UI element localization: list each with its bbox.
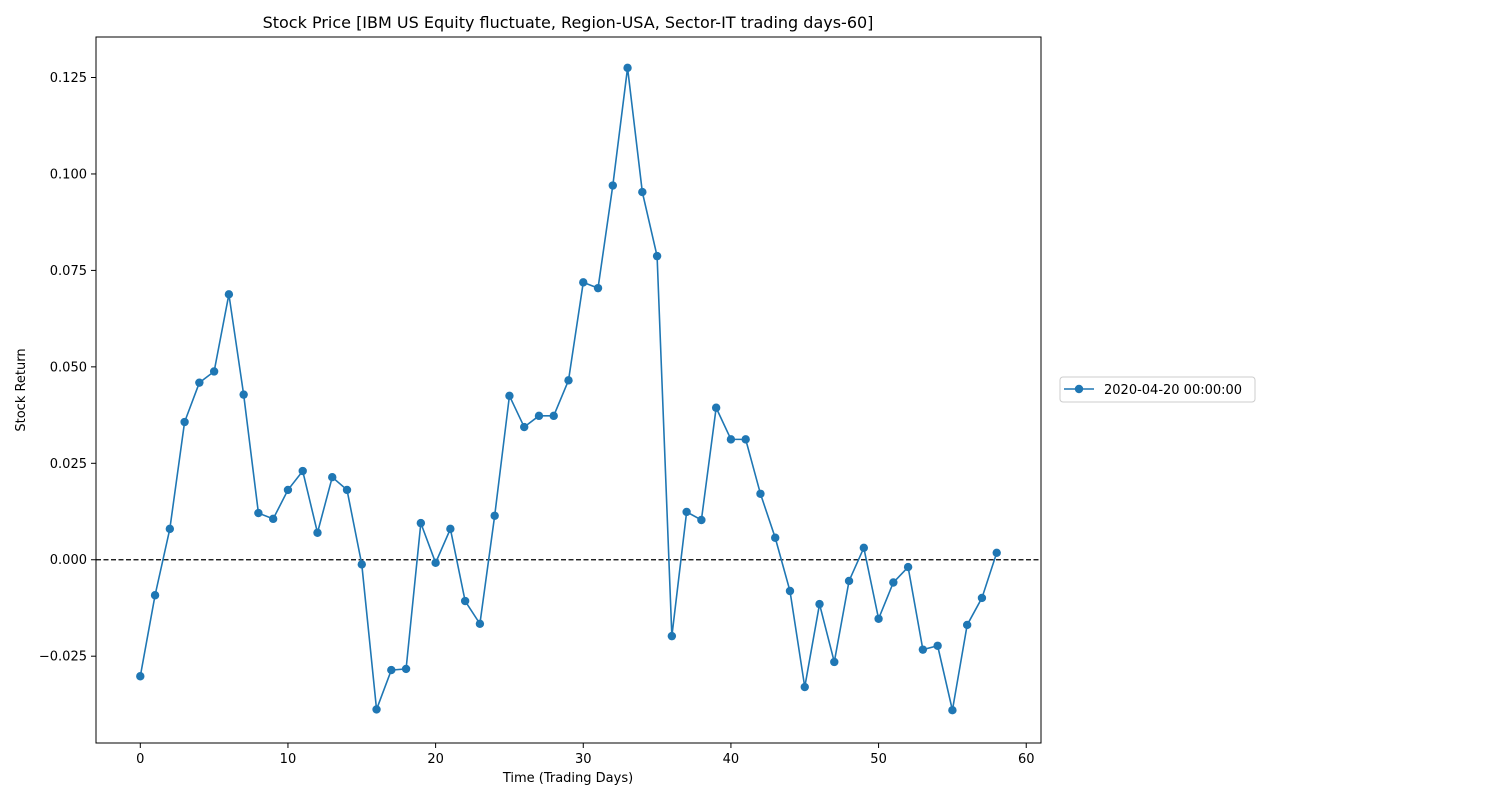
data-point	[401, 664, 411, 674]
data-point	[490, 511, 499, 520]
data-point	[165, 524, 175, 534]
data-point	[992, 548, 1001, 558]
data-point	[239, 390, 248, 399]
x-tick-label: 50	[870, 752, 887, 767]
data-point	[844, 576, 854, 586]
data-point	[933, 641, 942, 650]
data-point	[977, 593, 987, 603]
data-point	[180, 417, 189, 427]
data-point	[298, 466, 307, 476]
data-point	[815, 599, 824, 609]
data-point	[534, 411, 544, 421]
data-point	[150, 591, 160, 600]
plot-frame	[95, 36, 1042, 744]
data-point	[505, 391, 514, 400]
x-tick-label: 10	[280, 752, 297, 767]
data-point	[372, 705, 381, 714]
data-point	[431, 558, 440, 568]
legend-entry-label: 2020-04-20 00:00:00	[1104, 383, 1242, 398]
data-point	[283, 485, 293, 495]
x-axis: 0 10 20 30 40 50 60	[136, 743, 1035, 767]
legend: 2020-04-20 00:00:00	[1059, 376, 1256, 403]
data-point	[682, 507, 691, 517]
data-point	[903, 562, 913, 572]
y-axis-label: Stock Return	[14, 348, 29, 431]
x-tick-label: 60	[1018, 752, 1035, 767]
data-point	[328, 472, 337, 482]
x-tick-label: 30	[575, 752, 592, 767]
data-point	[416, 518, 426, 528]
data-point	[962, 620, 972, 630]
data-point	[785, 586, 795, 596]
data-point	[209, 367, 219, 376]
data-point	[623, 63, 632, 73]
data-point	[313, 528, 322, 537]
data-point	[756, 489, 765, 498]
data-point	[195, 378, 204, 387]
data-point	[800, 682, 809, 692]
data-point	[136, 672, 145, 681]
data-point	[697, 515, 706, 525]
data-point	[771, 533, 780, 542]
data-point	[460, 596, 470, 606]
data-point	[342, 485, 352, 495]
data-point	[475, 619, 485, 628]
data-point	[357, 560, 366, 569]
data-point	[224, 290, 234, 299]
data-point	[741, 435, 750, 444]
y-tick-label: 0.025	[50, 457, 87, 472]
data-point	[268, 514, 278, 524]
data-point	[387, 665, 396, 675]
data-point	[859, 543, 869, 552]
x-tick-label: 40	[723, 752, 740, 767]
x-tick-label: 20	[427, 752, 444, 767]
chart-title: Stock Price [IBM US Equity fluctuate, Re…	[263, 13, 874, 32]
y-tick-label: 0.100	[50, 167, 87, 182]
data-point	[638, 187, 647, 197]
x-tick-label: 0	[136, 752, 144, 767]
data-point	[579, 278, 588, 287]
data-point	[593, 283, 603, 293]
data-point	[549, 411, 558, 421]
data-point	[446, 524, 455, 534]
legend-box	[1059, 376, 1256, 403]
x-axis-label: Time (Trading Days)	[502, 771, 633, 786]
data-point	[608, 181, 617, 190]
data-point	[874, 614, 883, 623]
y-tick-label: −0.025	[39, 650, 87, 665]
data-point	[726, 435, 736, 444]
y-tick-label: 0.125	[50, 71, 87, 86]
y-tick-label: 0.000	[50, 553, 87, 568]
data-point	[948, 706, 957, 715]
data-point	[520, 422, 529, 432]
data-point	[667, 631, 677, 641]
plot-area	[96, 63, 1041, 715]
data-point	[564, 376, 573, 385]
data-point	[254, 508, 263, 518]
data-point	[652, 251, 662, 261]
y-tick-label: 0.050	[50, 360, 87, 375]
data-point	[830, 657, 839, 667]
data-point	[918, 645, 928, 654]
y-axis: −0.025 0.000 0.025 0.050 0.075 0.100 0.125	[39, 71, 96, 665]
y-tick-label: 0.075	[50, 264, 87, 279]
data-point	[889, 578, 898, 587]
series-line	[139, 67, 998, 711]
legend-marker	[1074, 384, 1084, 394]
data-point	[711, 403, 721, 412]
